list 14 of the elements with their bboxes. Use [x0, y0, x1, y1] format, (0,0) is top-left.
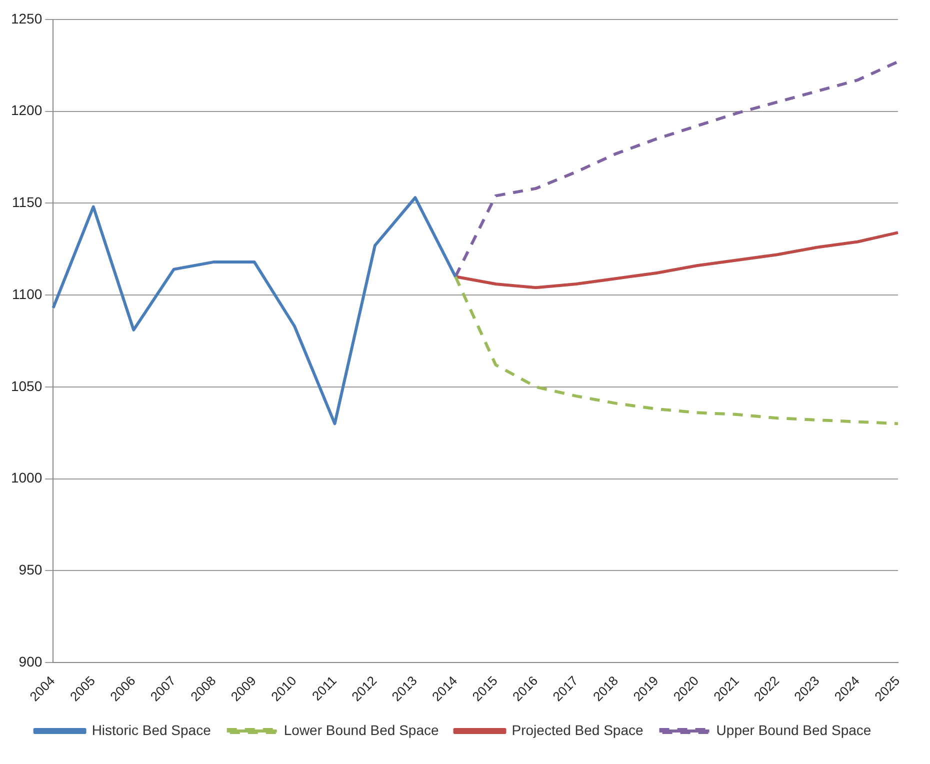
legend-label: Historic Bed Space [92, 722, 212, 738]
line-series [454, 275, 900, 426]
y-tick-label: 1100 [12, 286, 42, 302]
legend-label: Projected Bed Space [512, 722, 644, 738]
y-tick-label: 1200 [10, 102, 42, 118]
y-tick-label: 1050 [10, 378, 42, 394]
line-series [454, 60, 900, 278]
y-tick-label: 1150 [12, 194, 42, 210]
y-tick-label: 1250 [10, 10, 42, 26]
y-tick-label: 950 [18, 562, 42, 578]
y-tick-label: 900 [18, 653, 42, 670]
legend-label: Upper Bound Bed Space [716, 722, 872, 738]
legend-label: Lower Bound Bed Space [284, 722, 439, 738]
y-tick-label: 1000 [10, 470, 42, 486]
